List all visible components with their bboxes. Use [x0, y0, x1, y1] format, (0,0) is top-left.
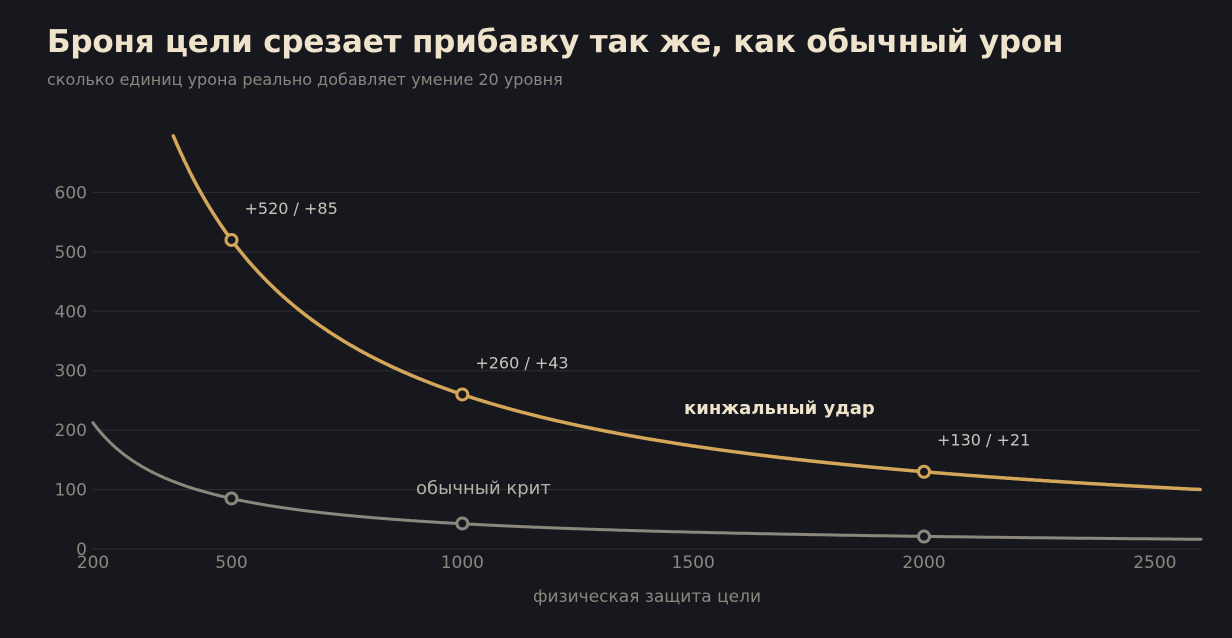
data-point	[917, 529, 931, 544]
annotation-label: +520 / +85	[245, 199, 338, 218]
series-line-0	[171, 134, 1202, 492]
data-point	[224, 491, 239, 506]
x-tick-label: 1000	[441, 553, 484, 573]
x-tick-label: 1500	[672, 553, 715, 573]
y-tick-label: 500	[55, 243, 87, 263]
data-point	[455, 516, 470, 531]
y-tick-label: 300	[55, 362, 87, 382]
series-line-1	[91, 421, 1203, 541]
grid-lines	[93, 191, 1201, 550]
chart-subtitle: сколько единиц урона реально добавляет у…	[47, 70, 563, 89]
y-tick-label: 0	[76, 540, 87, 560]
annotation-label: +130 / +21	[937, 431, 1030, 450]
data-point	[455, 387, 470, 402]
data-points	[224, 232, 931, 544]
y-tick-label: 200	[55, 421, 87, 441]
y-tick-label: 400	[55, 302, 87, 322]
x-axis-label: физическая защита цели	[533, 587, 761, 607]
chart-title: Броня цели срезает прибавку так же, как …	[47, 24, 1064, 60]
annotation-label: +260 / +43	[475, 353, 568, 372]
x-tick-label: 500	[215, 553, 247, 573]
axis-ticks: 0 100 200 300 400 500 600 200 500 1000 1500 2000 250…	[55, 183, 1177, 573]
series-label-dagger: кинжальный удар	[684, 398, 875, 419]
data-point	[917, 464, 931, 479]
series-label-crit: обычный крит	[416, 478, 551, 499]
x-tick-label: 200	[77, 553, 109, 573]
y-tick-label: 600	[55, 183, 87, 203]
y-tick-label: 100	[55, 481, 87, 501]
series-lines	[91, 134, 1203, 541]
data-point	[224, 232, 239, 247]
annotations: +520 / +85 +260 / +43 +130 / +21	[245, 199, 1031, 450]
x-tick-label: 2500	[1133, 553, 1176, 573]
x-tick-label: 2000	[902, 553, 945, 573]
